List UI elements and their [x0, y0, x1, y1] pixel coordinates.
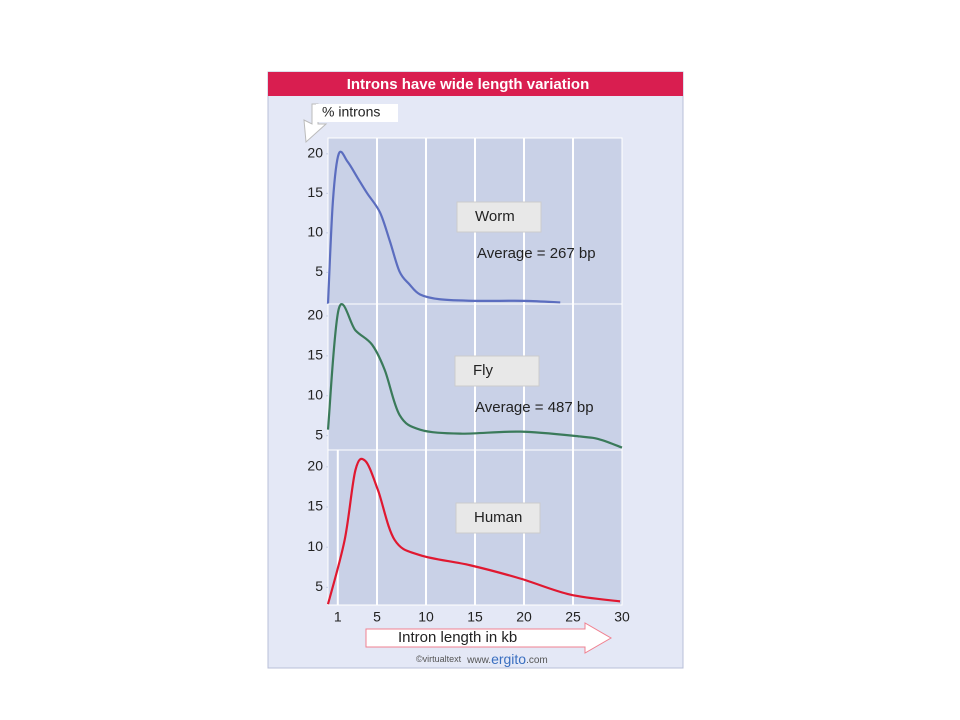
line-series — [326, 303, 623, 449]
legend-entry: Worm — [475, 208, 515, 225]
y-tick-label: 10 — [307, 538, 323, 554]
x-axis-label: Intron length in kb — [398, 629, 517, 646]
x-tick-label: 30 — [614, 609, 630, 625]
y-tick-label: 5 — [315, 578, 323, 594]
legend-box — [455, 502, 541, 534]
y-tick-label: 15 — [307, 184, 323, 200]
y-arrow — [303, 103, 328, 144]
annotation: Average = 267 bp — [477, 245, 596, 262]
y-tick-label: 5 — [315, 263, 323, 279]
y-tick-label: 15 — [307, 498, 323, 514]
y-label-box — [316, 104, 398, 122]
credit-text: .com — [526, 655, 548, 666]
x-tick-label: 1 — [334, 609, 342, 625]
title-bar — [268, 72, 683, 96]
legend-entry: Fly — [473, 362, 493, 379]
x-tick-label: 20 — [516, 609, 532, 625]
y-tick-label: 10 — [307, 386, 323, 402]
x-tick-label: 15 — [467, 609, 483, 625]
y-tick-label: 20 — [307, 307, 323, 323]
credit-text: ©virtualtext — [416, 654, 462, 664]
annotation: Average = 487 bp — [475, 399, 594, 416]
credit: ©virtualtext www.ergito.com — [416, 651, 548, 667]
y-tick-label: 15 — [307, 347, 323, 363]
y-tick-label: 10 — [307, 224, 323, 240]
figure-title: Introns have wide length variation — [347, 76, 590, 93]
x-arrow — [365, 622, 613, 654]
line-series — [326, 150, 561, 305]
y-tick-label: 20 — [307, 145, 323, 161]
y-tick-label: 20 — [307, 458, 323, 474]
legend-box — [456, 201, 542, 233]
line-series — [326, 457, 621, 605]
legend-entry: Human — [474, 509, 522, 526]
credit-text: ergito — [491, 651, 526, 667]
credit-text: www. — [466, 655, 491, 666]
x-tick-label: 25 — [565, 609, 581, 625]
y-axis-label: % introns — [322, 104, 380, 120]
x-tick-label: 10 — [418, 609, 434, 625]
y-tick-label: 5 — [315, 426, 323, 442]
x-tick-label: 5 — [373, 609, 381, 625]
legend-box — [454, 355, 540, 387]
